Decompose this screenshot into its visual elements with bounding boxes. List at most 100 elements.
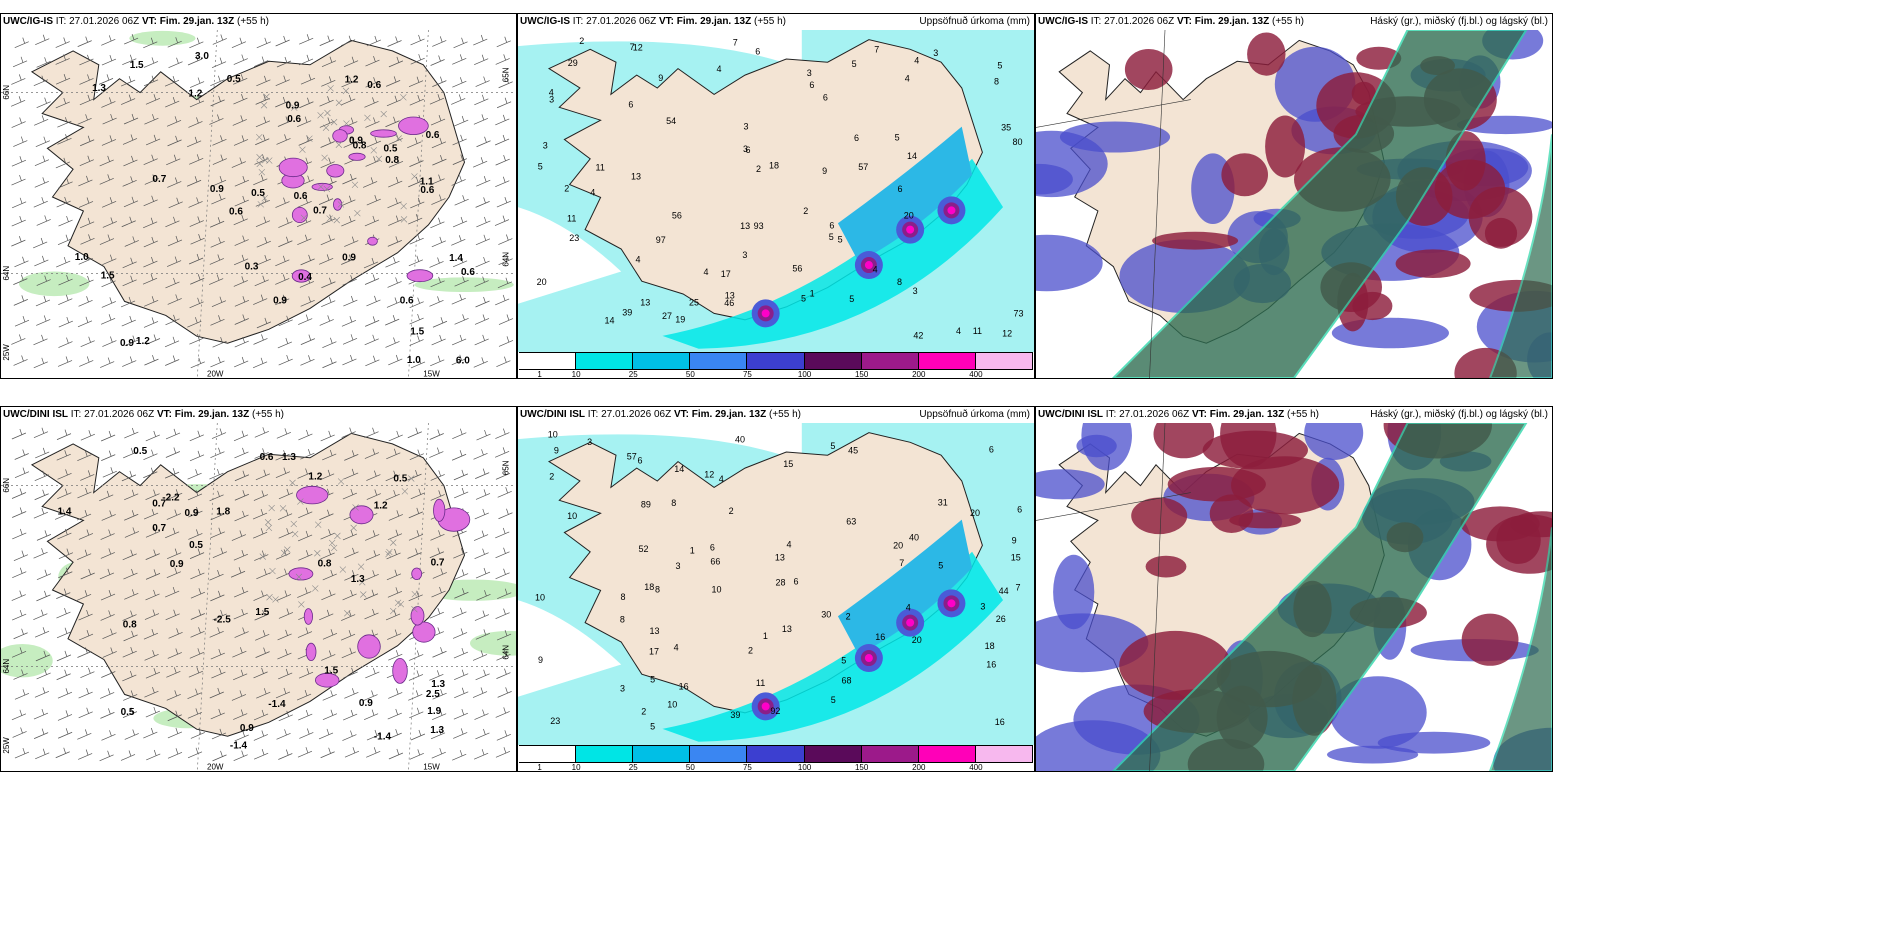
wind-barb [143, 57, 159, 68]
map-area: 9 10 10 6 6 5 4 4 23 16 17 6 5 8 1 1 2 3 8 6 9 11 10 18 8 13 13 20 3… [518, 423, 1034, 745]
precip-value-label: 56 [672, 210, 682, 220]
wind-barb [189, 334, 204, 345]
precip-value-label: 13 [740, 221, 750, 231]
wind-barb [36, 590, 51, 602]
wind-barb [187, 317, 202, 328]
hatch-mark [256, 133, 263, 141]
wind-barb [253, 174, 268, 186]
wind-max-blob [412, 621, 436, 643]
wind-max-blob [278, 157, 308, 178]
wind-barb [432, 36, 447, 47]
wind-barb [165, 216, 180, 228]
axis-label: 20W [207, 369, 224, 378]
wind-barb [11, 74, 26, 85]
wind-barb [387, 529, 403, 541]
hatch-mark [327, 85, 334, 92]
wind-barb [187, 688, 202, 699]
wind-barb [296, 689, 312, 701]
panel-header: UWC/DINI ISL IT: 27.01.2026 06Z VT: Fim.… [520, 409, 801, 420]
map-area: 5 6 5 5 4 4 4 6 3 3 18 20 7 3 6 4 1 2 2 3 4 3 8 6 13 2 6 12 19 5 11 42 9… [518, 30, 1034, 352]
wind-barb [234, 470, 250, 482]
wind-barb [144, 296, 159, 307]
wind-barb [365, 530, 380, 541]
precip-value-label: 1 [810, 289, 815, 299]
wind-barb [363, 709, 379, 720]
wind-barb [388, 748, 404, 760]
wind-barb [57, 356, 73, 367]
wind-barb [385, 470, 400, 482]
wind-barb [209, 627, 224, 638]
wind-barb [454, 314, 469, 325]
vt-label: VT: [658, 16, 674, 27]
wind-barb [278, 354, 293, 366]
panel-title: Háský (gr.), miðský (fj.bl.) og lágský (… [1370, 409, 1548, 420]
hatch-mark [359, 579, 366, 586]
wind-barb [254, 427, 269, 438]
wind-barb [210, 356, 225, 368]
wind-barb [388, 688, 403, 699]
precip-colorbar: 1 10 25 50 75 100 150 200 400 [519, 745, 1033, 771]
it-value: 27.01.2026 06Z [69, 16, 140, 27]
wind-barb [101, 276, 116, 288]
wind-barb [100, 314, 116, 325]
wind-barb [256, 688, 271, 699]
wind-barb [253, 334, 268, 345]
wind-barb [475, 728, 490, 740]
wind-barb [298, 550, 313, 561]
wind-barb [165, 586, 180, 598]
wind-barb [321, 650, 336, 661]
wind-barb [319, 509, 334, 521]
wind-barb [430, 276, 445, 288]
wind-barb [78, 749, 93, 760]
wind-barb [365, 667, 380, 679]
precip-value-label: 97 [656, 235, 666, 245]
wind-barb [14, 449, 29, 460]
wind-barb [78, 609, 93, 621]
wind-barb [322, 569, 337, 581]
wind-barb [365, 355, 380, 367]
hatch-mark [266, 157, 273, 164]
wind-barb [476, 176, 491, 187]
wind-barb [14, 37, 29, 48]
wind-barb [121, 315, 136, 327]
precip-value-label: 16 [995, 717, 1005, 727]
grid-line [1149, 30, 1166, 378]
precip-value-label: 4 [719, 474, 724, 484]
wind-barb [34, 115, 49, 126]
wind-barb [35, 295, 51, 307]
wind-barb [386, 76, 401, 87]
wind-barb [209, 217, 225, 228]
wind-max-blob [296, 485, 329, 505]
wind-barb [231, 157, 246, 168]
hatch-mark [291, 530, 299, 538]
hatch-mark [342, 87, 350, 95]
hatch-mark [408, 475, 415, 482]
precip-value-label: 15 [783, 459, 793, 469]
wind-barb [56, 450, 71, 461]
wind-barb [212, 609, 227, 621]
wind-barb [165, 609, 180, 621]
lead-time: (+55 h) [1287, 409, 1319, 420]
axis-label: 25W [2, 737, 11, 754]
wind-barb [121, 216, 136, 228]
wind-barb [120, 94, 136, 105]
wind-max-blob [357, 634, 381, 659]
wind-barb [366, 470, 381, 481]
mid-cloud [1395, 249, 1471, 278]
wind-barb [432, 568, 447, 579]
wind-barb [143, 217, 158, 229]
wind-barb [101, 510, 116, 521]
wind-barb [410, 357, 426, 369]
wind-barb [209, 114, 224, 125]
precip-value-label: 35 [1001, 122, 1011, 132]
wind-barb [190, 627, 205, 638]
precip-value-label: 6 [823, 92, 828, 102]
wind-barb [102, 254, 117, 266]
wind-barb [80, 430, 95, 441]
lead-time: (+55 h) [237, 16, 269, 27]
wind-value-label: 6.0 [456, 356, 470, 367]
wind-barb [101, 197, 117, 208]
wind-barb [100, 708, 115, 719]
wind-value-label: 1.4 [58, 506, 72, 517]
precip-value-label: 5 [829, 232, 834, 242]
